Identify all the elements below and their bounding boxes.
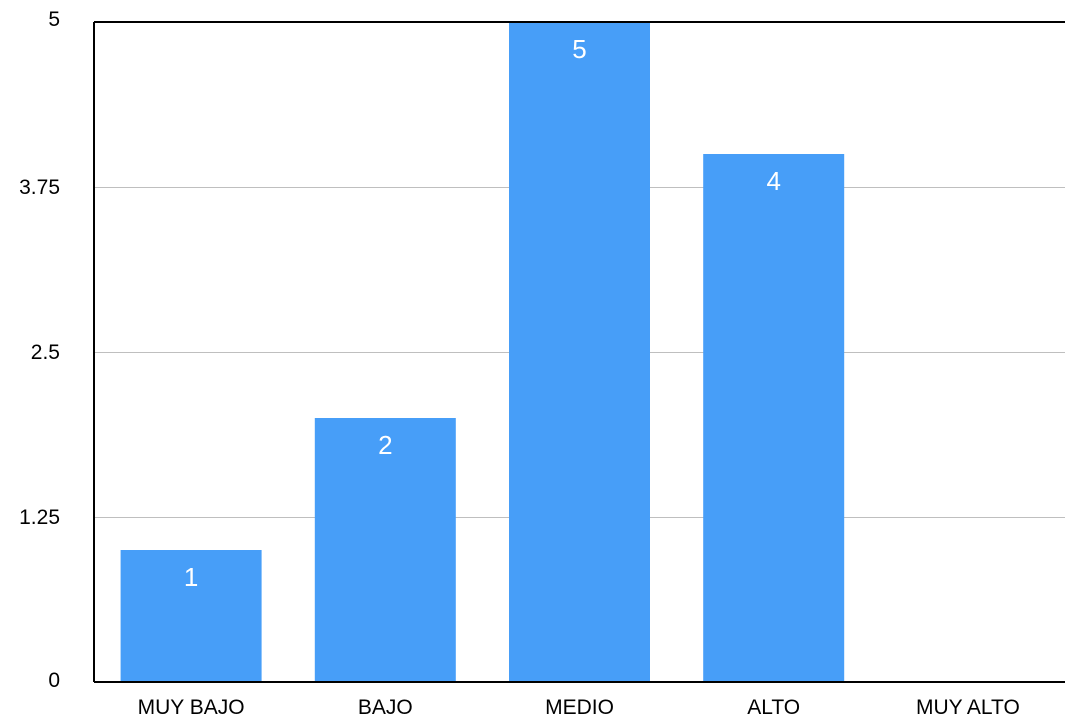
bar-muy-bajo xyxy=(120,550,262,682)
x-tick-label-bajo: BAJO xyxy=(358,696,413,719)
x-tick-label-alto: ALTO xyxy=(747,696,800,719)
data-label-medio: 5 xyxy=(572,34,586,64)
data-labels: 1 2 5 4 xyxy=(184,34,781,592)
data-label-bajo: 2 xyxy=(378,430,392,460)
y-tick-labels: 0 1.25 2.5 3.75 5 xyxy=(19,8,60,692)
x-tick-labels: MUY BAJO BAJO MEDIO ALTO MUY ALTO xyxy=(138,696,1020,719)
data-label-alto: 4 xyxy=(766,166,780,196)
x-tick-label-muy-alto: MUY ALTO xyxy=(916,696,1020,719)
bar-bajo xyxy=(314,418,456,682)
y-tick-label-2: 2.5 xyxy=(31,341,60,364)
x-tick-label-medio: MEDIO xyxy=(545,696,614,719)
bar-medio xyxy=(509,22,650,682)
x-tick-label-muy-bajo: MUY BAJO xyxy=(138,696,245,719)
bars xyxy=(120,22,845,682)
y-tick-label-4: 5 xyxy=(48,8,60,31)
y-tick-label-1: 1.25 xyxy=(19,506,60,529)
axes xyxy=(93,21,1065,683)
y-tick-label-3: 3.75 xyxy=(19,176,60,199)
bar-alto xyxy=(703,154,845,682)
data-label-muy-bajo: 1 xyxy=(184,562,198,592)
y-tick-label-0: 0 xyxy=(48,669,60,692)
